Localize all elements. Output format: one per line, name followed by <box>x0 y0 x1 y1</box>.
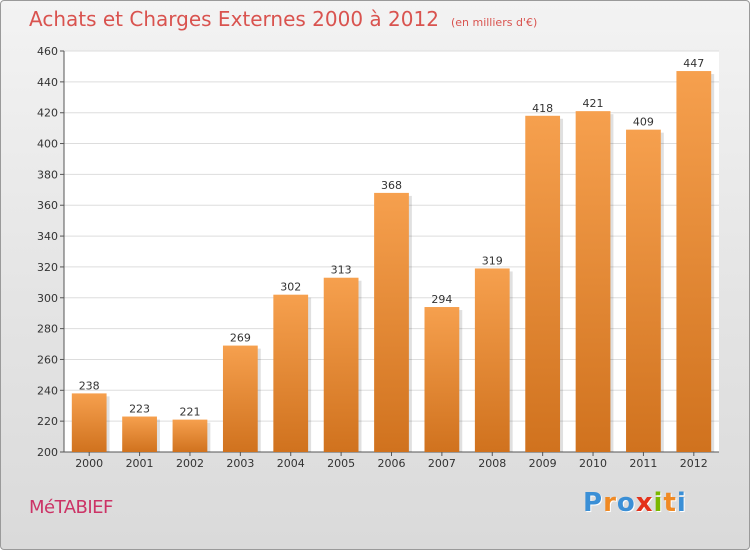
x-tick-label: 2000 <box>75 457 103 470</box>
y-tick-label: 260 <box>37 353 58 366</box>
brand-letter: i <box>653 488 664 518</box>
brand-letter: i <box>676 488 687 518</box>
x-tick-label: 2003 <box>226 457 254 470</box>
brand-letter: t <box>663 488 677 518</box>
x-tick-label: 2006 <box>378 457 406 470</box>
bar <box>71 393 107 452</box>
brand-logo: Proxiti <box>583 488 687 518</box>
data-label: 418 <box>532 102 553 115</box>
x-tick-label: 2007 <box>428 457 456 470</box>
data-label: 302 <box>280 281 301 294</box>
brand-letter: o <box>616 488 636 518</box>
x-tick-label: 2009 <box>529 457 557 470</box>
x-tick-label: 2008 <box>478 457 506 470</box>
bar <box>676 71 712 453</box>
bar <box>424 307 460 452</box>
y-tick-label: 420 <box>37 107 58 120</box>
data-label: 368 <box>381 179 402 192</box>
y-tick-label: 200 <box>37 446 58 459</box>
y-tick-label: 380 <box>37 168 58 181</box>
x-tick-label: 2012 <box>680 457 708 470</box>
y-tick-label: 300 <box>37 292 58 305</box>
y-tick-label: 460 <box>37 45 58 58</box>
bar <box>525 115 561 453</box>
x-tick-label: 2002 <box>176 457 204 470</box>
bar <box>575 111 611 453</box>
y-tick-label: 220 <box>37 415 58 428</box>
brand-letter: P <box>583 488 604 518</box>
y-tick-label: 320 <box>37 261 58 274</box>
bar <box>273 294 309 452</box>
x-tick-label: 2004 <box>277 457 305 470</box>
y-tick-label: 240 <box>37 384 58 397</box>
y-tick-label: 440 <box>37 76 58 89</box>
bar <box>374 192 409 452</box>
bar <box>122 416 157 452</box>
brand-letter: x <box>635 488 654 518</box>
data-label: 294 <box>431 293 452 306</box>
data-label: 269 <box>230 332 251 345</box>
bar <box>323 277 359 452</box>
y-tick-label: 340 <box>37 230 58 243</box>
data-label: 313 <box>331 264 352 277</box>
chart-title: Achats et Charges Externes 2000 à 2012 (e… <box>29 7 537 31</box>
x-tick-label: 2011 <box>629 457 657 470</box>
data-label: 238 <box>79 379 100 392</box>
place-name: MéTABIEF <box>29 497 113 518</box>
y-tick-label: 280 <box>37 323 58 336</box>
bar <box>172 419 208 452</box>
x-tick-label: 2001 <box>126 457 154 470</box>
y-tick-label: 360 <box>37 199 58 212</box>
x-tick-label: 2010 <box>579 457 607 470</box>
y-tick-label: 400 <box>37 138 58 151</box>
x-tick-label: 2005 <box>327 457 355 470</box>
data-label: 421 <box>583 97 604 110</box>
chart-title-text: Achats et Charges Externes 2000 à 2012 <box>29 7 439 31</box>
bar <box>626 129 661 452</box>
data-label: 319 <box>482 254 503 267</box>
data-label: 409 <box>633 116 654 129</box>
data-label: 223 <box>129 403 150 416</box>
chart-subtitle: (en milliers d'€) <box>450 16 538 29</box>
bar <box>222 345 258 452</box>
brand-letter: r <box>603 488 617 518</box>
data-label: 221 <box>179 406 200 419</box>
data-label: 447 <box>683 57 704 70</box>
bar <box>474 268 510 452</box>
